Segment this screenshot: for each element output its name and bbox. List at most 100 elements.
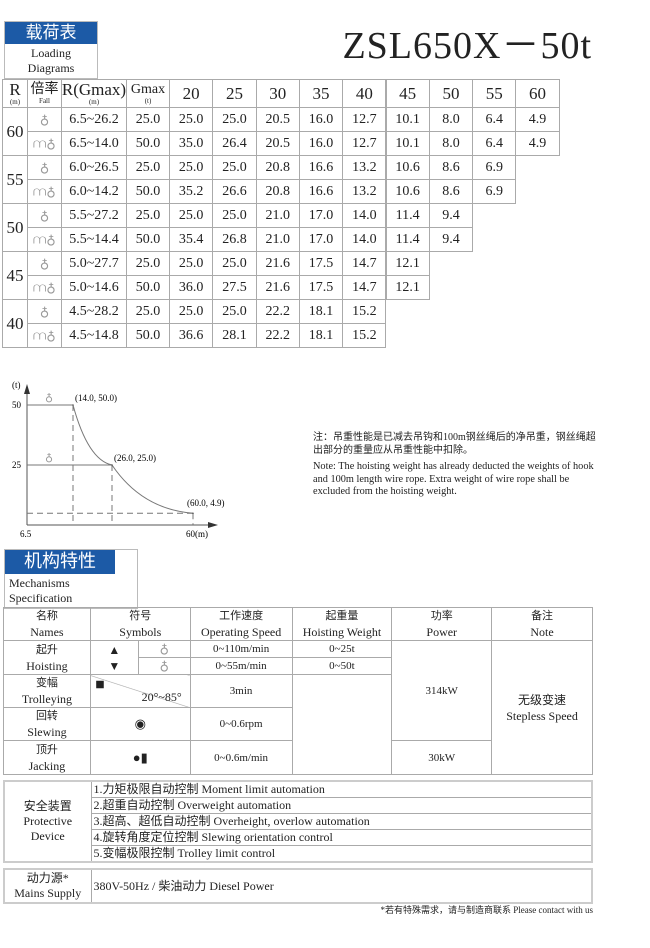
load-value-cell: 18.1 <box>298 323 344 348</box>
load-value-cell: 16.0 <box>298 107 344 132</box>
load-value-cell: 14.0 <box>342 227 387 252</box>
load-value-cell: 13.2 <box>342 179 387 204</box>
load-value-cell: 17.0 <box>298 227 344 252</box>
header-radius: 55 <box>472 79 517 108</box>
load-value-cell: 25.0 <box>169 155 214 180</box>
gmax-cell: 50.0 <box>126 131 170 156</box>
load-value-cell: 25.0 <box>212 251 257 276</box>
protective-item: 3.超高、超低自动控制 Overheight, overlow automati… <box>90 813 593 830</box>
double-fall-hook-icon: ⩋♁ <box>27 179 62 204</box>
load-value-cell: 17.5 <box>298 275 344 300</box>
load-value-cell: 8.6 <box>428 179 474 204</box>
load-value-cell: 11.4 <box>385 203 430 228</box>
jib-length: 40 <box>2 299 28 348</box>
note-cn: 注：吊重性能是已减去吊钩和100m钢丝绳后的净吊重，钢丝绳超出部分的重量应从吊重… <box>313 432 596 456</box>
load-value-cell: 21.6 <box>255 275 300 300</box>
header-r-gmax: R(Gmax) (m) <box>61 79 127 108</box>
x-tick: 6.5 <box>20 529 32 539</box>
load-value-cell: 16.0 <box>298 131 344 156</box>
load-value-cell: 21.6 <box>255 251 300 276</box>
load-value-cell: 9.4 <box>428 203 474 228</box>
note: 注：吊重性能是已减去吊钩和100m钢丝绳后的净吊重，钢丝绳超出部分的重量应从吊重… <box>313 432 603 503</box>
range-cell: 6.0~26.5 <box>61 155 127 180</box>
header-radius: 45 <box>385 79 430 108</box>
point-label: (26.0, 25.0) <box>114 453 156 463</box>
jib-length: 50 <box>2 203 28 252</box>
hoisting-weight-blank <box>291 674 393 775</box>
load-value-cell: 6.9 <box>472 179 517 204</box>
point-label: (14.0, 50.0) <box>75 393 117 403</box>
mechanisms-table: 名称 Names 符号 Symbols 工作速度 Operating Speed 起重… <box>3 607 593 775</box>
load-value-cell: 22.2 <box>255 299 300 324</box>
load-value-cell: 36.6 <box>169 323 214 348</box>
header-radius: 25 <box>212 79 257 108</box>
page-title: ZSL650X－50t <box>342 25 592 67</box>
load-value-cell: 14.7 <box>342 275 387 300</box>
single-fall-hook-icon: ♁ <box>27 299 62 324</box>
load-value-cell: 17.5 <box>298 251 344 276</box>
load-value-cell: 25.0 <box>212 155 257 180</box>
trolley-icon: ◆ <box>90 675 110 694</box>
range-cell: 4.5~28.2 <box>61 299 127 324</box>
load-value-cell: 35.0 <box>169 131 214 156</box>
load-value-cell: 10.1 <box>385 107 430 132</box>
note-en: Note: The hoisting weight has already de… <box>313 461 594 497</box>
load-value-cell: 25.0 <box>169 107 214 132</box>
load-value-cell: 10.6 <box>385 179 430 204</box>
power-314: 314kW <box>391 640 493 741</box>
load-value-cell: 9.4 <box>428 227 474 252</box>
load-value-cell: 10.6 <box>385 155 430 180</box>
load-value-cell: 25.0 <box>212 107 257 132</box>
gmax-cell: 25.0 <box>126 251 170 276</box>
single-fall-hook-icon: ♁ <box>27 155 62 180</box>
load-value-cell: 36.0 <box>169 275 214 300</box>
jib-length: 55 <box>2 155 28 204</box>
double-fall-hook-icon: ⩋♁ <box>27 131 62 156</box>
single-hook-icon: ♁ <box>137 640 191 658</box>
gmax-cell: 50.0 <box>126 275 170 300</box>
header-radius: 35 <box>298 79 344 108</box>
load-value-cell: 22.2 <box>255 323 300 348</box>
x-axis-arrow-icon <box>208 522 218 528</box>
protective-item: 2.超重自动控制 Overweight automation <box>90 797 593 814</box>
header-radius: 20 <box>169 79 214 108</box>
load-curve-chart: (t) 50 25 6.5 60(m) (14.0, 50.0) (26.0, 25.0) (… <box>12 380 225 539</box>
load-value-cell: 25.0 <box>212 203 257 228</box>
jacking-icon: ●▮ <box>89 740 191 775</box>
data-point <box>111 464 113 466</box>
load-value-cell: 35.4 <box>169 227 214 252</box>
load-value-cell: 6.9 <box>472 155 517 180</box>
x-tick: 60(m) <box>186 529 208 539</box>
gmax-cell: 25.0 <box>126 107 170 132</box>
gmax-cell: 25.0 <box>126 203 170 228</box>
header-radius: 30 <box>255 79 300 108</box>
gmax-cell: 50.0 <box>126 227 170 252</box>
load-value-cell: 25.0 <box>169 299 214 324</box>
load-value-cell: 8.0 <box>428 107 474 132</box>
range-cell: 6.5~14.0 <box>61 131 127 156</box>
load-value-cell: 21.0 <box>255 203 300 228</box>
footer-note: *若有特殊需求，请与制造商联系 Please contact with us <box>380 905 593 915</box>
double-fall-hook-icon: ⩋♁ <box>27 227 62 252</box>
single-hook-icon: ♁ <box>45 452 53 464</box>
range-cell: 4.5~14.8 <box>61 323 127 348</box>
mains-supply-table: 动力源* Mains Supply 380V-50Hz / 柴油动力 Diesel… <box>3 868 593 904</box>
load-value-cell: 12.1 <box>385 275 430 300</box>
range-cell: 5.5~14.4 <box>61 227 127 252</box>
load-value-cell: 10.1 <box>385 131 430 156</box>
y-axis-arrow-icon <box>24 384 30 394</box>
load-value-cell: 17.0 <box>298 203 344 228</box>
header-gmax: Gmax (t) <box>126 79 170 108</box>
data-point <box>192 512 194 515</box>
header-radius: 50 <box>428 79 474 108</box>
load-value-cell: 20.8 <box>255 155 300 180</box>
protective-item: 1.力矩极限自动控制 Moment limit automation <box>90 780 593 798</box>
load-value-cell: 8.0 <box>428 131 474 156</box>
protective-item: 5.变幅极限控制 Trolley limit control <box>90 845 593 863</box>
gmax-cell: 50.0 <box>126 179 170 204</box>
header-r: R (m) <box>2 79 28 108</box>
load-value-cell: 20.5 <box>255 131 300 156</box>
trolley-angle: 20°~85° <box>141 690 182 704</box>
load-value-cell: 15.2 <box>342 299 387 324</box>
load-value-cell: 14.7 <box>342 251 387 276</box>
